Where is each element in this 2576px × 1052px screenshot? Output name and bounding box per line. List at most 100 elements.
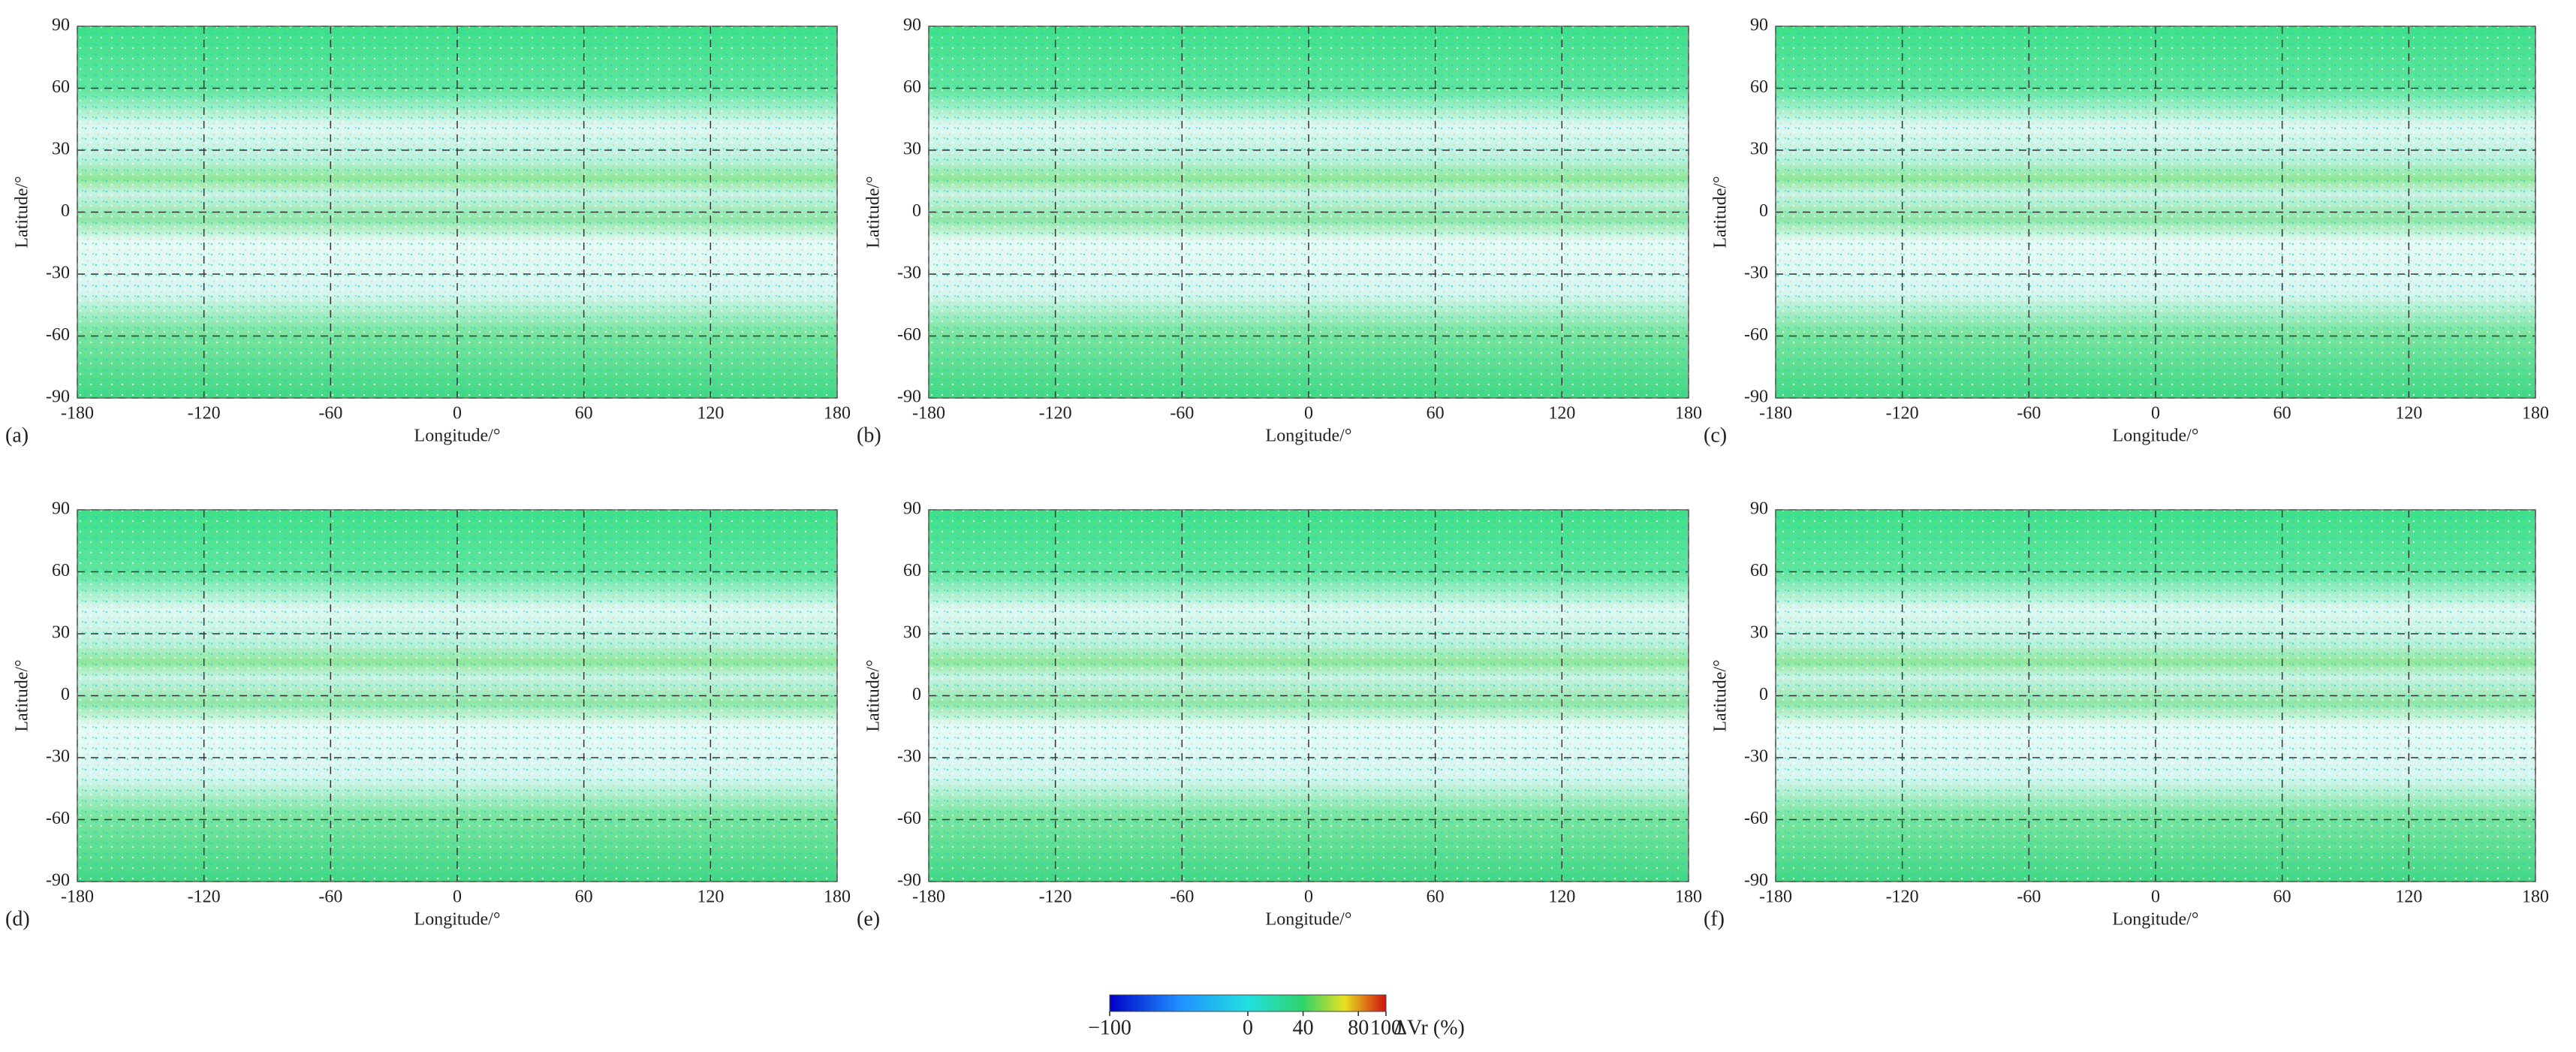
x-tick-label: -120 <box>1039 888 1072 907</box>
panel-label: (d) <box>5 907 30 930</box>
y-tick-label: -30 <box>897 264 921 283</box>
x-tick-label: 0 <box>2151 888 2160 907</box>
y-tick-label: 90 <box>1750 499 1768 519</box>
x-tick-label: 120 <box>697 404 724 424</box>
y-tick-label: 90 <box>903 499 921 519</box>
y-axis-label: Latitude/° <box>864 176 884 248</box>
y-tick-label: 0 <box>1759 685 1768 704</box>
x-tick-label: 180 <box>824 888 851 907</box>
y-tick-label: 0 <box>1759 201 1768 221</box>
x-tick-label: -60 <box>318 404 342 424</box>
y-tick-label: -90 <box>46 871 70 891</box>
x-axis-label: Longitude/° <box>2113 427 2199 446</box>
y-tick-label: -30 <box>1744 264 1768 283</box>
y-tick-label: 60 <box>1750 561 1768 580</box>
y-tick-label: -60 <box>1744 809 1768 828</box>
x-tick-label: 120 <box>2395 888 2422 907</box>
colorbar-tick-label: 40 <box>1293 1016 1314 1039</box>
y-tick-label: 90 <box>52 16 70 35</box>
x-tick-label: 180 <box>1675 888 1702 907</box>
x-tick-label: -120 <box>1886 888 1919 907</box>
x-tick-label: 60 <box>2273 404 2291 424</box>
y-tick-label: 60 <box>903 77 921 97</box>
y-tick-label: 0 <box>912 201 921 221</box>
x-tick-label: 60 <box>1427 404 1445 424</box>
colorbar-tick-label: 0 <box>1243 1016 1253 1039</box>
colorbar-tick-label: 80 <box>1348 1016 1369 1039</box>
x-tick-label: -180 <box>61 404 94 424</box>
x-tick-label: -120 <box>188 888 221 907</box>
x-tick-label: 180 <box>2522 888 2549 907</box>
x-tick-label: -120 <box>1039 404 1072 424</box>
y-tick-label: 0 <box>61 685 70 704</box>
colorbar <box>1109 994 1387 1012</box>
y-tick-label: -60 <box>897 325 921 345</box>
colorbar-tick-label: −100 <box>1088 1016 1131 1039</box>
x-tick-label: 0 <box>453 404 462 424</box>
y-tick-label: 30 <box>1750 140 1768 159</box>
y-axis-label: Latitude/° <box>1711 659 1731 731</box>
x-tick-label: -180 <box>912 404 945 424</box>
panel-label: (c) <box>1704 424 1727 447</box>
x-tick-label: 120 <box>1548 404 1575 424</box>
colorbar-label: ΔVr (%) <box>1393 1016 1465 1039</box>
x-tick-label: 180 <box>824 404 851 424</box>
x-axis-label: Longitude/° <box>1266 910 1352 930</box>
panel-label: (a) <box>5 424 29 447</box>
y-tick-label: -30 <box>46 264 70 283</box>
x-axis-label: Longitude/° <box>414 427 501 446</box>
x-tick-label: 60 <box>1427 888 1445 907</box>
x-tick-label: -180 <box>61 888 94 907</box>
panel-label: (e) <box>857 907 880 930</box>
x-tick-label: 120 <box>1548 888 1575 907</box>
y-tick-label: 60 <box>1750 77 1768 97</box>
y-tick-label: -60 <box>46 325 70 345</box>
x-tick-label: 0 <box>2151 404 2160 424</box>
y-tick-label: 0 <box>61 201 70 221</box>
y-tick-label: 90 <box>903 16 921 35</box>
y-tick-label: -60 <box>46 809 70 828</box>
x-tick-label: 0 <box>1304 888 1313 907</box>
y-tick-label: 90 <box>1750 16 1768 35</box>
y-tick-label: -90 <box>897 387 921 407</box>
y-axis-label: Latitude/° <box>13 176 32 248</box>
y-tick-label: 30 <box>52 140 70 159</box>
x-axis-label: Longitude/° <box>414 910 501 930</box>
y-tick-label: -90 <box>1744 387 1768 407</box>
x-tick-label: -180 <box>1759 888 1792 907</box>
y-tick-label: 30 <box>903 623 921 643</box>
panel-label: (f) <box>1704 907 1725 930</box>
x-tick-label: -180 <box>1759 404 1792 424</box>
y-tick-label: -90 <box>46 387 70 407</box>
x-tick-label: 120 <box>697 888 724 907</box>
x-axis-label: Longitude/° <box>2113 910 2199 930</box>
y-tick-label: -60 <box>897 809 921 828</box>
y-tick-label: -90 <box>1744 871 1768 891</box>
x-tick-label: -60 <box>1170 888 1194 907</box>
x-tick-label: -60 <box>2017 404 2041 424</box>
x-tick-label: -120 <box>188 404 221 424</box>
plot-frame <box>77 509 838 882</box>
x-tick-label: 60 <box>2273 888 2291 907</box>
y-tick-label: -30 <box>897 747 921 767</box>
y-tick-label: -30 <box>1744 747 1768 767</box>
x-tick-label: 60 <box>575 888 593 907</box>
plot-frame <box>928 26 1689 399</box>
x-tick-label: -60 <box>1170 404 1194 424</box>
x-tick-label: -180 <box>912 888 945 907</box>
y-tick-label: 30 <box>52 623 70 643</box>
y-tick-label: -30 <box>46 747 70 767</box>
x-tick-label: 0 <box>453 888 462 907</box>
x-tick-label: -60 <box>2017 888 2041 907</box>
y-tick-label: -60 <box>1744 325 1768 345</box>
x-tick-label: 180 <box>1675 404 1702 424</box>
y-tick-label: 60 <box>52 561 70 580</box>
y-tick-label: -90 <box>897 871 921 891</box>
x-tick-label: 180 <box>2522 404 2549 424</box>
x-tick-label: -120 <box>1886 404 1919 424</box>
y-tick-label: 60 <box>903 561 921 580</box>
y-tick-label: 90 <box>52 499 70 519</box>
plot-frame <box>77 26 838 399</box>
y-axis-label: Latitude/° <box>1711 176 1731 248</box>
